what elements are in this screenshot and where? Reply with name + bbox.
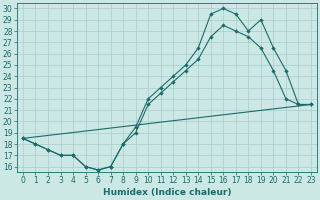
X-axis label: Humidex (Indice chaleur): Humidex (Indice chaleur) <box>103 188 231 197</box>
